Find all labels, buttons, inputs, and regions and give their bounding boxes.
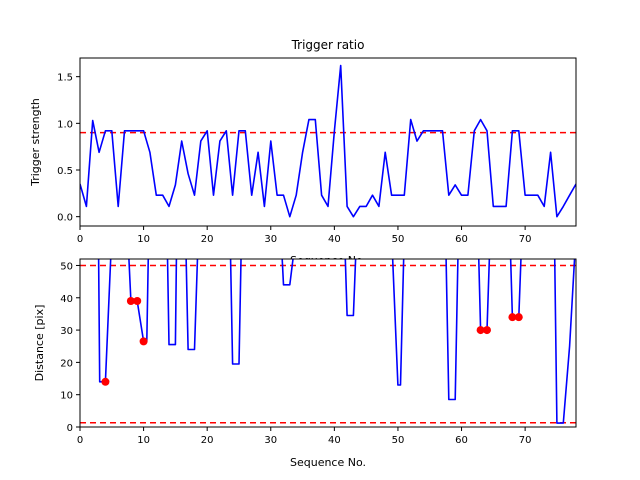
bottom-ticks: 0 10 20 30 40 50 60 70 0 10 20 30 40 50 — [60, 261, 531, 446]
bot-x-tick-label: 40 — [328, 435, 341, 446]
bot-data-marker — [482, 326, 491, 335]
bot-x-tick-label: 30 — [264, 435, 277, 446]
top-x-tick-label: 10 — [137, 234, 150, 245]
bot-data-marker — [126, 297, 135, 305]
bot-y-tick-label: 40 — [60, 294, 73, 305]
bottom-plot-area — [80, 259, 576, 427]
bot-data-marker — [101, 377, 110, 386]
top-series-line — [80, 64, 576, 218]
top-y-tick-label: 0.5 — [57, 166, 73, 177]
top-x-tick-label: 60 — [455, 234, 468, 245]
bot-x-tick-label: 70 — [519, 435, 532, 446]
top-y-tick-label: 0.0 — [57, 213, 73, 224]
top-series-group — [80, 64, 576, 218]
bot-y-tick-label: 30 — [60, 326, 73, 337]
top-ticks: 0 10 20 30 40 50 60 70 0.0 0.5 1.0 1.5 — [57, 73, 531, 245]
top-plot-frame — [79, 57, 577, 227]
top-y-tick-label: 1.0 — [57, 119, 73, 130]
bot-data-marker — [508, 313, 517, 322]
bot-x-tick-label: 0 — [77, 435, 83, 446]
top-chart-title: Trigger ratio — [291, 38, 365, 52]
bot-x-tick-label: 20 — [201, 435, 214, 446]
top-x-tick-label: 0 — [77, 234, 83, 245]
bot-x-tick-label: 50 — [392, 435, 405, 446]
top-x-tick-label: 70 — [519, 234, 532, 245]
top-y-tick-label: 1.5 — [57, 73, 73, 84]
bot-y-tick-label: 10 — [60, 391, 73, 402]
top-y-axis-label: Trigger strength — [29, 98, 42, 187]
bottom-markers-group — [101, 297, 523, 386]
bot-data-marker — [133, 297, 142, 305]
bottom-threshold-group — [80, 264, 576, 424]
bot-x-tick-label: 60 — [455, 435, 468, 446]
bot-data-marker — [514, 313, 523, 322]
bot-data-marker — [476, 326, 485, 335]
bottom-y-axis-label: Distance [pix] — [33, 305, 46, 382]
top-x-tick-label: 30 — [264, 234, 277, 245]
bot-y-tick-label: 20 — [60, 358, 73, 369]
top-x-tick-label: 20 — [201, 234, 214, 245]
bot-y-tick-label: 50 — [60, 261, 73, 272]
bot-data-marker — [139, 337, 148, 346]
top-x-tick-label: 50 — [392, 234, 405, 245]
bot-y-tick-label: 0 — [67, 423, 73, 434]
trigger-ratio-chart: Trigger ratio 0 10 20 30 40 50 60 70 0.0 0.5 1.0 1.… — [29, 38, 577, 267]
bottom-x-axis-label: Sequence No. — [290, 456, 366, 469]
top-x-tick-label: 40 — [328, 234, 341, 245]
bot-x-tick-label: 10 — [137, 435, 150, 446]
bottom-plot-frame — [79, 258, 577, 428]
